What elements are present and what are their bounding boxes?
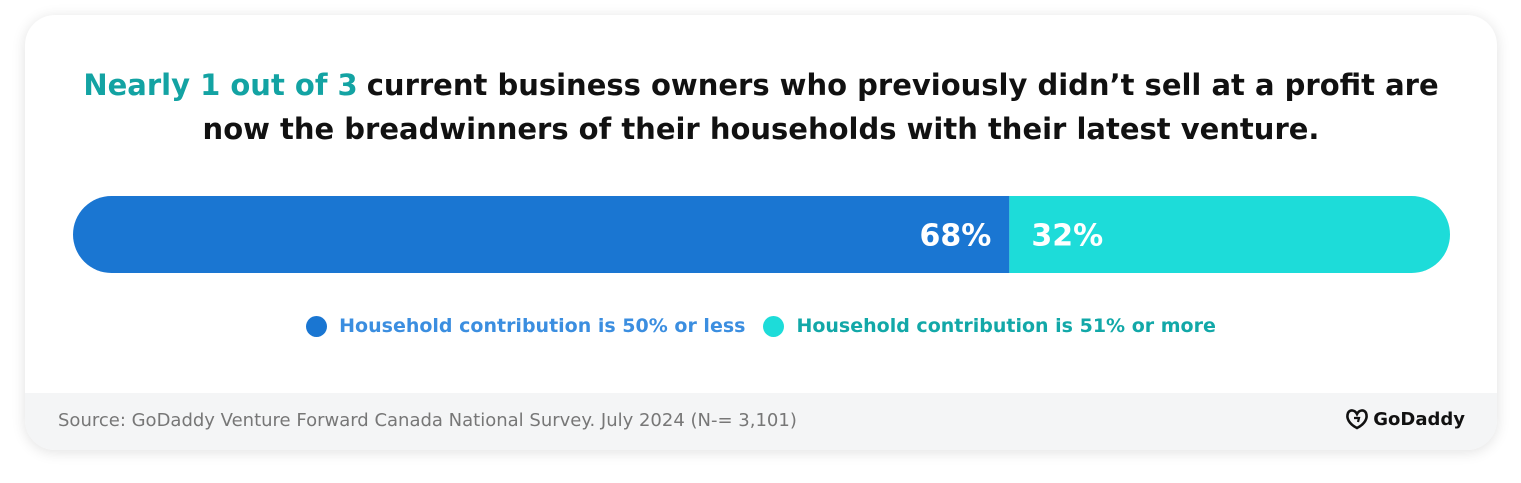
- legend-swatch: [763, 315, 785, 337]
- chart-title: Nearly 1 out of 3 current business owners…: [65, 63, 1457, 151]
- legend-label: Household contribution is 51% or more: [796, 315, 1216, 337]
- bar-segment: [73, 196, 1010, 273]
- legend-swatch: [306, 315, 328, 337]
- source: Source: GoDaddy Venture Forward Canada N…: [58, 410, 797, 431]
- value-label: 32%: [1031, 219, 1103, 254]
- bar-group: [73, 196, 1450, 273]
- card: Nearly 1 out of 3 current business owners…: [25, 15, 1497, 450]
- bar-segment: [1009, 196, 1450, 273]
- chart: 68% 32%: [73, 196, 1450, 273]
- logo-icon: [1346, 409, 1369, 430]
- footer: Source: GoDaddy Venture Forward Canada N…: [25, 393, 1497, 450]
- title-text: current business owners who previously d…: [202, 68, 1439, 146]
- value-label: 68%: [920, 219, 992, 254]
- logo-text: GoDaddy: [1373, 408, 1465, 430]
- legend-item: Household contribution is 51% or more: [763, 315, 1216, 337]
- legend-label: Household contribution is 50% or less: [339, 315, 746, 337]
- title-highlight: Nearly 1 out of 3: [83, 68, 358, 102]
- legend: Household contribution is 50% or less Hou…: [25, 315, 1497, 337]
- logo: GoDaddy: [1345, 408, 1465, 430]
- legend-item: Household contribution is 50% or less: [306, 315, 745, 337]
